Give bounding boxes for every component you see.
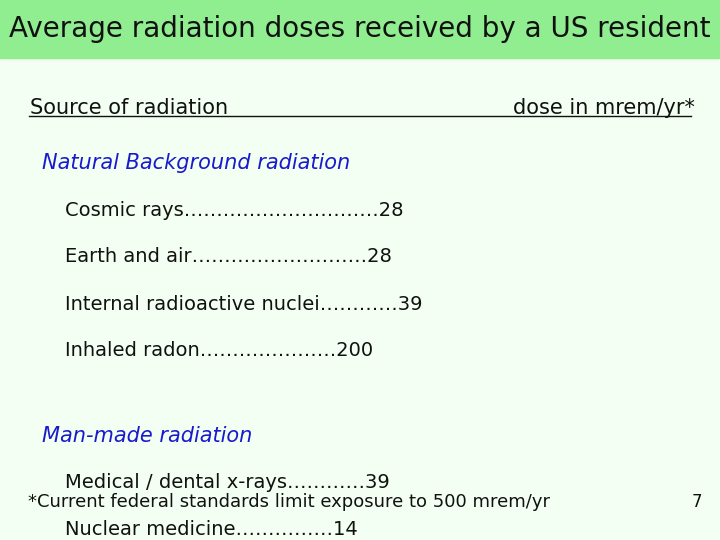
Text: Cosmic rays…………………………28: Cosmic rays…………………………28 — [65, 200, 403, 219]
Text: 7: 7 — [691, 493, 702, 511]
Text: Nuclear medicine……………14: Nuclear medicine……………14 — [65, 520, 358, 539]
Text: Inhaled radon…………………200: Inhaled radon…………………200 — [65, 341, 373, 361]
Text: *Current federal standards limit exposure to 500 mrem/yr: *Current federal standards limit exposur… — [28, 493, 550, 511]
Text: Average radiation doses received by a US resident: Average radiation doses received by a US… — [9, 15, 711, 43]
Text: Natural Background radiation: Natural Background radiation — [42, 153, 350, 173]
Text: Medical / dental x-rays…………39: Medical / dental x-rays…………39 — [65, 473, 390, 492]
Text: Earth and air………………………28: Earth and air………………………28 — [65, 247, 392, 267]
Text: Source of radiation: Source of radiation — [30, 98, 228, 118]
Text: dose in mrem/yr*: dose in mrem/yr* — [513, 98, 695, 118]
Text: Man-made radiation: Man-made radiation — [42, 426, 253, 446]
Text: Internal radioactive nuclei…………39: Internal radioactive nuclei…………39 — [65, 294, 423, 314]
